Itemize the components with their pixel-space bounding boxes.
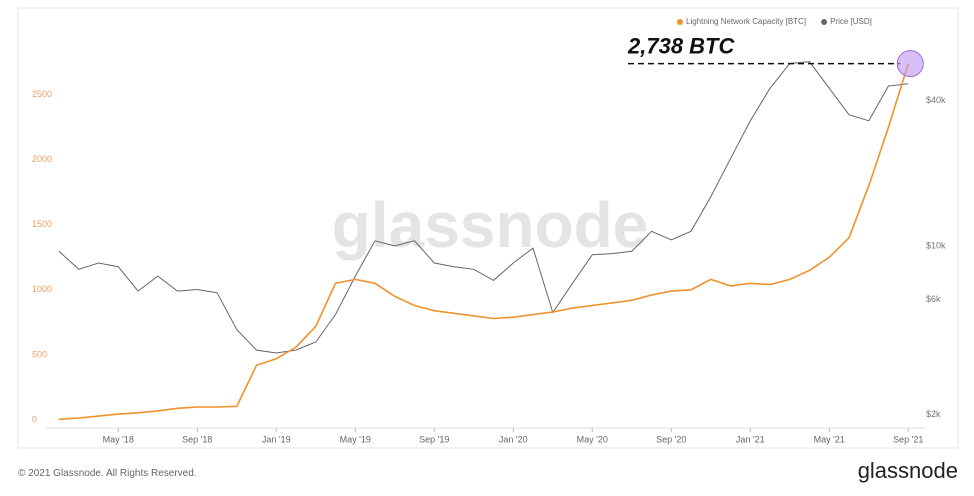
y-tick-label: 2000 <box>32 154 52 164</box>
copyright: © 2021 Glassnode. All Rights Reserved. <box>18 468 197 479</box>
x-tick-label: May '21 <box>814 434 845 444</box>
x-tick-label: Sep '21 <box>893 434 923 444</box>
logo: glassnode <box>857 458 958 483</box>
x-tick-label: Sep '20 <box>656 434 686 444</box>
x-tick-label: Jan '20 <box>499 434 528 444</box>
watermark: glassnode <box>332 189 649 261</box>
x-tick-label: Jan '21 <box>736 434 765 444</box>
series-line <box>58 63 910 421</box>
y2-tick-label: $40k <box>926 95 946 105</box>
x-tick-label: Sep '19 <box>419 434 449 444</box>
y-tick-label: 2500 <box>32 89 52 99</box>
legend-swatch <box>821 19 828 25</box>
legend-swatch <box>677 19 683 25</box>
chart-frame <box>17 7 959 449</box>
y2-tick-label: $2k <box>926 409 941 419</box>
y-tick-label: 0 <box>32 414 37 424</box>
x-tick-label: May '18 <box>103 434 134 444</box>
y2-tick-label: $10k <box>926 240 946 250</box>
x-tick-label: May '19 <box>340 434 371 444</box>
annotation-circle <box>896 50 924 78</box>
y-tick-label: 500 <box>32 349 47 359</box>
legend-label: Lightning Network Capacity [BTC] <box>686 17 806 26</box>
annotation-text: 2,738 BTC <box>627 33 735 58</box>
y-tick-label: 1000 <box>32 284 52 294</box>
x-tick-label: Sep '18 <box>182 434 212 444</box>
y2-tick-label: $6k <box>926 294 941 304</box>
legend-label: Price [USD] <box>830 17 872 26</box>
series-line <box>58 61 909 354</box>
chart: glassnode 0 500 1000 1500 2000 2500 $2k $6k $10k… <box>17 7 959 449</box>
y-tick-label: 1500 <box>32 219 52 229</box>
x-tick-label: May '20 <box>577 434 608 444</box>
x-tick-label: Jan '19 <box>262 434 291 444</box>
